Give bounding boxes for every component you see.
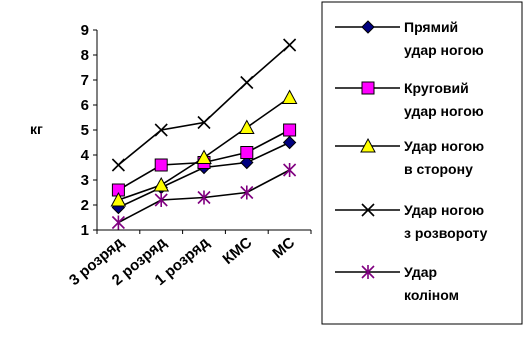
series-4-point	[240, 75, 254, 90]
legend-box	[321, 1, 523, 325]
legend-marker	[361, 203, 375, 217]
series-5-point	[240, 185, 254, 200]
series-4-point	[197, 115, 211, 130]
y-tick-label: 3	[81, 172, 89, 189]
y-tick-label: 4	[81, 147, 90, 164]
y-tick-label: 7	[81, 72, 89, 89]
series-5-point	[154, 193, 168, 207]
legend-label: Прямий	[404, 19, 458, 35]
legend-marker	[361, 81, 375, 95]
series-3-point	[238, 119, 255, 134]
y-tick-label: 9	[81, 22, 89, 39]
series-2-point	[240, 146, 254, 159]
y-axis-label: кг	[30, 121, 43, 137]
series-2-point	[154, 158, 168, 172]
legend-entry-5: Удар коліном	[335, 264, 459, 303]
y-tick-label: 8	[81, 47, 89, 64]
y-tick-labels: 1 2 3 4 5 6 7 8 9	[81, 22, 90, 239]
series-5-point	[197, 190, 211, 205]
series-5-point	[111, 215, 125, 230]
legend-label: Круговий	[404, 80, 469, 96]
x-tick-label: КМС	[220, 234, 256, 268]
legend-entry-4: Удар ногою з розвороту	[335, 202, 488, 241]
legend-marker	[361, 20, 375, 34]
series-3-point	[281, 89, 298, 104]
legend-label: коліном	[404, 287, 459, 303]
y-tick-label: 1	[81, 222, 89, 239]
series-3-point	[153, 176, 170, 192]
legend-entry-1: Прямий удар ногою	[335, 19, 484, 58]
plot-area	[110, 38, 298, 230]
legend-label: з розвороту	[404, 225, 488, 241]
series-3-point	[110, 191, 127, 207]
series-3	[110, 89, 298, 207]
chart-axes	[93, 29, 312, 234]
y-tick-label: 2	[81, 197, 89, 214]
series-4-line	[117, 44, 291, 166]
y-tick-label: 5	[81, 122, 89, 139]
series-4	[111, 38, 297, 172]
series-5	[111, 163, 297, 230]
legend-marker	[360, 137, 376, 153]
legend-entry-2: Круговий удар ногою	[335, 80, 484, 119]
legend-label: удар ногою	[404, 42, 484, 58]
series-1-point	[240, 155, 254, 170]
series-1-point	[282, 135, 297, 150]
legend-marker	[361, 265, 375, 279]
legend-label: удар ногою	[404, 103, 484, 119]
legend-label: в сторону	[404, 161, 473, 177]
series-2-point	[283, 123, 297, 137]
legend-label: Удар ногою	[404, 138, 484, 154]
y-tick-label: 6	[81, 97, 89, 114]
series-3-line	[118, 96, 291, 201]
series-4-point	[111, 158, 125, 172]
x-tick-label: МС	[269, 234, 298, 262]
legend-entry-3: Удар ногою в сторону	[335, 137, 484, 177]
series-4-point	[154, 123, 168, 137]
legend: Прямий удар ногою Круговий удар ногою Удар н…	[321, 1, 523, 325]
series-5-point	[283, 163, 297, 177]
series-4-point	[283, 38, 297, 52]
legend-label: Удар ногою	[404, 202, 484, 218]
series-3-point	[196, 149, 212, 164]
legend-label: Удар	[404, 264, 437, 280]
